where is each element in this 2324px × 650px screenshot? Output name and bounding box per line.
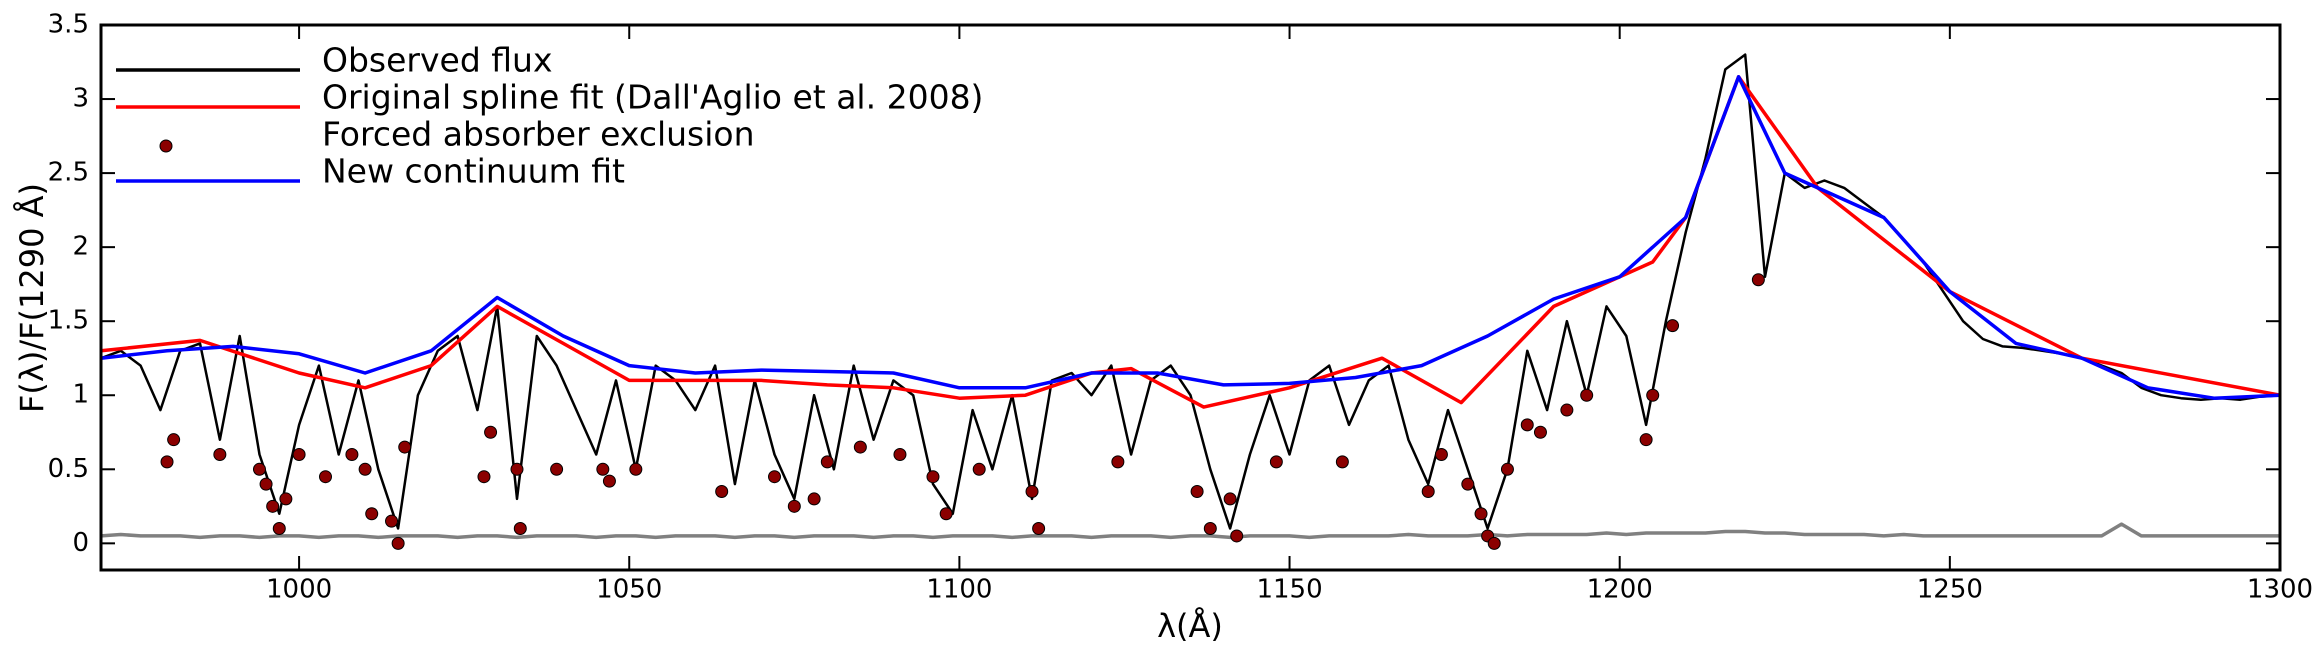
x-tick-label: 1000 [266,575,332,605]
absorber-point [259,477,273,491]
absorber-point [926,470,940,484]
legend-marker [159,139,173,153]
absorber-point [1190,485,1204,499]
y-tick-label: 2.5 [48,158,89,188]
legend-label: Forced absorber exclusion [322,115,755,154]
y-tick-label: 1.5 [48,306,89,336]
absorber-point [213,447,227,461]
absorber-point [1520,418,1534,432]
absorber-point [345,447,359,461]
absorber-point [596,462,610,476]
absorber-point [1434,447,1448,461]
absorber-point [807,492,821,506]
plot-frame [99,23,2282,572]
absorber-point [768,470,782,484]
x-tick-label: 1150 [1256,575,1322,605]
absorber-point [893,447,907,461]
x-tick-label: 1300 [2247,575,2313,605]
absorber-point [1421,485,1435,499]
absorber-point [820,455,834,469]
absorber-point [477,470,491,484]
legend-label: Observed flux [322,41,552,80]
legend-label: Original spline fit (Dall'Aglio et al. 2… [322,78,983,117]
absorber-point [279,492,293,506]
x-tick-label: 1250 [1917,575,1983,605]
absorber-point [1639,433,1653,447]
y-tick-label: 1 [72,380,89,410]
absorber-point [1032,522,1046,536]
absorber-point [602,474,616,488]
absorber-point [1335,455,1349,469]
absorber-point [1533,425,1547,439]
series-line [101,75,2280,400]
absorber-point [853,440,867,454]
absorber-point [1646,388,1660,402]
absorber-point [1751,273,1765,287]
y-tick-label: 0 [72,528,89,558]
absorber-point [1203,522,1217,536]
x-tick-label: 1050 [596,575,662,605]
absorber-point [484,425,498,439]
absorber-point [1474,507,1488,521]
absorber-point [1487,536,1501,550]
y-tick-label: 0.5 [48,454,89,484]
absorber-point [939,507,953,521]
absorber-point [1230,529,1244,543]
absorber-point [358,462,372,476]
absorber-point [1461,477,1475,491]
y-tick-label: 3 [72,84,89,114]
x-tick-label: 1100 [926,575,992,605]
absorber-point [1025,485,1039,499]
absorber-point [629,462,643,476]
absorber-point [1269,455,1283,469]
absorber-point [550,462,564,476]
absorber-point [1560,403,1574,417]
absorber-point [1666,319,1680,333]
absorber-point [1111,455,1125,469]
legend-label: New continuum fit [322,152,625,191]
absorber-point [513,522,527,536]
x-tick-label: 1200 [1587,575,1653,605]
absorber-point [365,507,379,521]
absorber-point [715,485,729,499]
absorber-point [391,536,405,550]
absorber-point [1500,462,1514,476]
absorber-point [272,522,286,536]
absorber-point [385,514,399,528]
x-axis-label: λ(Å) [1157,607,1223,645]
y-tick-label: 2 [72,232,89,262]
absorber-point [319,470,333,484]
absorber-point [252,462,266,476]
absorber-point [398,440,412,454]
absorber-point [266,499,280,513]
absorber-point [167,433,181,447]
series-line [101,522,2280,540]
absorber-point [1580,388,1594,402]
absorber-point [292,447,306,461]
y-tick-label: 3.5 [48,10,89,40]
absorber-point [510,462,524,476]
absorber-point [787,499,801,513]
absorber-point [972,462,986,476]
y-axis-label: F(λ)/F(1290 Å) [13,183,51,413]
absorber-point [160,455,174,469]
absorber-point [1223,492,1237,506]
